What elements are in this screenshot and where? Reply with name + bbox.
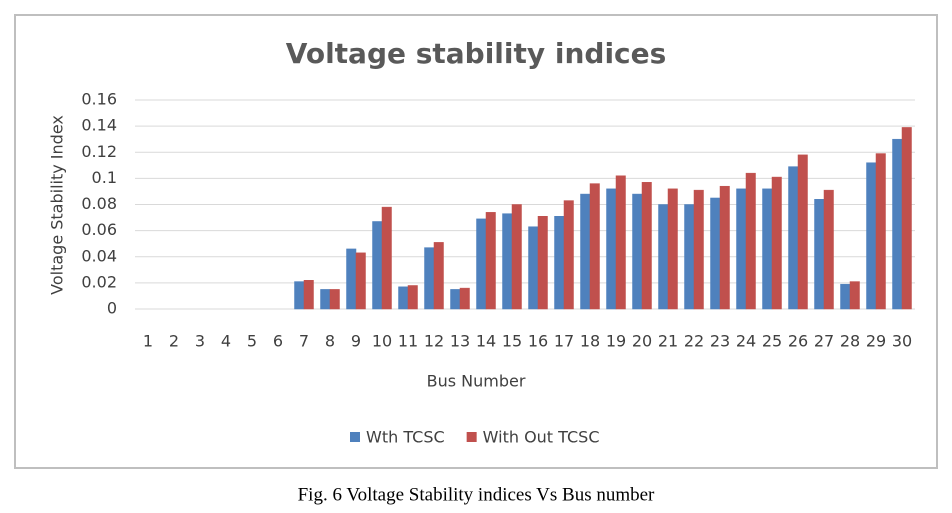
chart-title: Voltage stability indices bbox=[286, 37, 667, 70]
x-tick-label: 1 bbox=[143, 332, 153, 351]
x-tick-label: 9 bbox=[351, 332, 361, 351]
bar bbox=[788, 166, 799, 310]
bar bbox=[719, 185, 730, 310]
x-tick-label: 10 bbox=[372, 332, 392, 351]
x-tick-label: 14 bbox=[476, 332, 496, 351]
x-tick-label: 28 bbox=[840, 332, 860, 351]
bar bbox=[875, 153, 886, 310]
y-tick-label: 0 bbox=[107, 299, 117, 318]
x-tick-label: 25 bbox=[762, 332, 782, 351]
bar bbox=[762, 188, 773, 310]
bar bbox=[294, 281, 305, 310]
y-tick-label: 0.06 bbox=[81, 220, 117, 239]
x-tick-label: 23 bbox=[710, 332, 730, 351]
x-tick-label: 18 bbox=[580, 332, 600, 351]
bar bbox=[511, 204, 522, 310]
bar bbox=[632, 193, 643, 310]
x-tick-label: 11 bbox=[398, 332, 418, 351]
x-tick-label: 16 bbox=[528, 332, 548, 351]
x-tick-label: 27 bbox=[814, 332, 834, 351]
bar bbox=[866, 162, 877, 310]
chart-frame bbox=[14, 14, 938, 469]
bar bbox=[693, 189, 704, 310]
bar bbox=[398, 286, 409, 310]
bar bbox=[901, 127, 912, 310]
x-tick-label: 3 bbox=[195, 332, 205, 351]
bar bbox=[892, 138, 903, 310]
bar bbox=[745, 172, 756, 310]
x-tick-label: 7 bbox=[299, 332, 309, 351]
y-tick-label: 0.1 bbox=[92, 168, 117, 187]
x-tick-label: 24 bbox=[736, 332, 756, 351]
x-tick-label: 30 bbox=[892, 332, 912, 351]
legend-label: Wth TCSC bbox=[366, 428, 445, 447]
bar bbox=[476, 218, 487, 310]
bar bbox=[554, 216, 565, 310]
y-tick-label: 0.04 bbox=[81, 246, 117, 265]
bar bbox=[381, 206, 392, 310]
bar bbox=[771, 176, 782, 310]
x-tick-label: 4 bbox=[221, 332, 231, 351]
y-tick-label: 0.08 bbox=[81, 194, 117, 213]
x-tick-label: 2 bbox=[169, 332, 179, 351]
bar bbox=[641, 182, 652, 310]
legend-label: With Out TCSC bbox=[483, 428, 600, 447]
bar bbox=[658, 204, 669, 310]
x-tick-label: 20 bbox=[632, 332, 652, 351]
y-axis-label: Voltage Stability Index bbox=[48, 115, 67, 295]
bar bbox=[355, 252, 366, 310]
x-tick-label: 6 bbox=[273, 332, 283, 351]
x-tick-label: 21 bbox=[658, 332, 678, 351]
bar bbox=[814, 199, 825, 310]
bar bbox=[823, 189, 834, 310]
y-tick-label: 0.12 bbox=[81, 142, 117, 161]
bar bbox=[667, 188, 678, 310]
y-tick-label: 0.14 bbox=[81, 116, 117, 135]
bar bbox=[303, 280, 314, 310]
caption: Fig. 6 Voltage Stability indices Vs Bus … bbox=[298, 484, 655, 505]
bar bbox=[485, 212, 496, 310]
x-axis-label: Bus Number bbox=[427, 372, 526, 391]
bar bbox=[346, 248, 357, 310]
bar bbox=[580, 193, 591, 310]
legend-swatch bbox=[350, 432, 360, 442]
x-tick-label: 19 bbox=[606, 332, 626, 351]
y-tick-label: 0.16 bbox=[81, 90, 117, 109]
x-tick-label: 12 bbox=[424, 332, 444, 351]
x-tick-label: 22 bbox=[684, 332, 704, 351]
bar bbox=[840, 283, 851, 310]
bar bbox=[502, 213, 513, 310]
bar bbox=[372, 221, 383, 310]
bar bbox=[606, 188, 617, 310]
bar bbox=[450, 289, 461, 310]
bar bbox=[797, 154, 808, 310]
bar bbox=[320, 289, 331, 310]
x-tick-label: 13 bbox=[450, 332, 470, 351]
x-tick-label: 5 bbox=[247, 332, 257, 351]
bar bbox=[407, 285, 418, 310]
bar bbox=[615, 175, 626, 310]
bar bbox=[589, 183, 600, 310]
bar bbox=[736, 188, 747, 310]
legend-swatch bbox=[466, 432, 477, 442]
bar bbox=[849, 281, 860, 310]
bar bbox=[684, 204, 695, 310]
x-tick-label: 29 bbox=[866, 332, 886, 351]
bar bbox=[433, 242, 444, 310]
bar bbox=[424, 247, 435, 310]
x-tick-label: 8 bbox=[325, 332, 335, 351]
bar bbox=[563, 200, 574, 310]
bar bbox=[329, 289, 340, 310]
bar bbox=[710, 197, 721, 310]
y-tick-label: 0.02 bbox=[81, 272, 117, 291]
x-tick-label: 26 bbox=[788, 332, 808, 351]
bar bbox=[537, 216, 548, 310]
bar bbox=[528, 226, 539, 310]
bar bbox=[459, 287, 470, 310]
x-tick-label: 15 bbox=[502, 332, 522, 351]
x-tick-label: 17 bbox=[554, 332, 574, 351]
